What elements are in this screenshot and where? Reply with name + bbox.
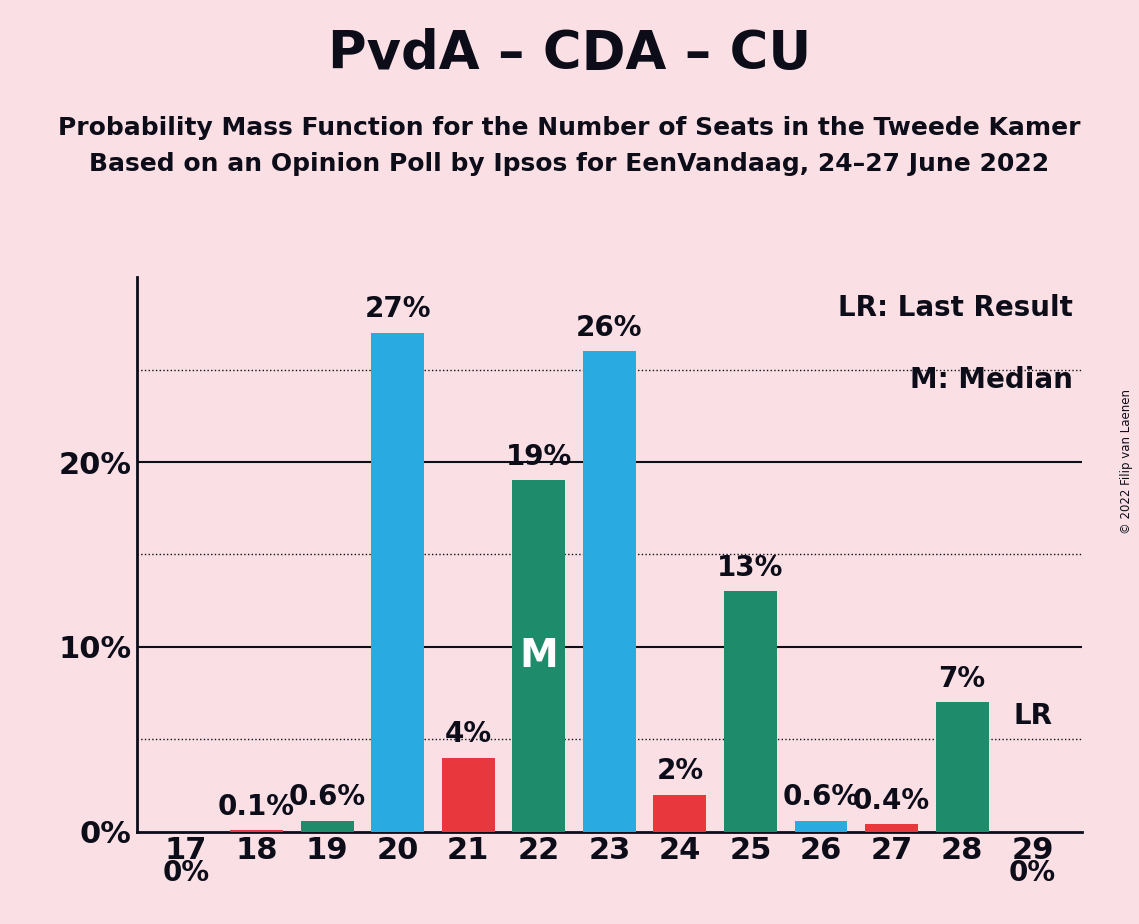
Bar xyxy=(935,702,989,832)
Text: 13%: 13% xyxy=(718,554,784,582)
Text: 0.6%: 0.6% xyxy=(782,784,860,811)
Text: M: M xyxy=(519,637,558,675)
Text: 19%: 19% xyxy=(506,444,572,471)
Text: 4%: 4% xyxy=(444,721,492,748)
Text: LR: LR xyxy=(1014,702,1052,730)
Text: 27%: 27% xyxy=(364,296,431,323)
Bar xyxy=(724,591,777,832)
Text: M: Median: M: Median xyxy=(910,366,1073,394)
Text: 0.4%: 0.4% xyxy=(853,787,931,815)
Text: LR: Last Result: LR: Last Result xyxy=(837,294,1073,322)
Text: © 2022 Filip van Laenen: © 2022 Filip van Laenen xyxy=(1121,390,1133,534)
Text: 0%: 0% xyxy=(1009,859,1056,887)
Text: 2%: 2% xyxy=(656,758,704,785)
Text: 26%: 26% xyxy=(576,314,642,342)
Bar xyxy=(371,333,424,832)
Text: 0%: 0% xyxy=(163,859,210,887)
Text: 0.1%: 0.1% xyxy=(218,793,295,821)
Text: Based on an Opinion Poll by Ipsos for EenVandaag, 24–27 June 2022: Based on an Opinion Poll by Ipsos for Ee… xyxy=(90,152,1049,176)
Text: Probability Mass Function for the Number of Seats in the Tweede Kamer: Probability Mass Function for the Number… xyxy=(58,116,1081,140)
Text: 7%: 7% xyxy=(939,665,985,693)
Bar xyxy=(301,821,353,832)
Bar xyxy=(442,758,494,832)
Bar xyxy=(583,351,636,832)
Text: PvdA – CDA – CU: PvdA – CDA – CU xyxy=(328,28,811,79)
Bar xyxy=(654,795,706,832)
Bar xyxy=(795,821,847,832)
Bar xyxy=(230,830,284,832)
Bar xyxy=(866,824,918,832)
Bar xyxy=(513,480,565,832)
Text: 0.6%: 0.6% xyxy=(288,784,366,811)
